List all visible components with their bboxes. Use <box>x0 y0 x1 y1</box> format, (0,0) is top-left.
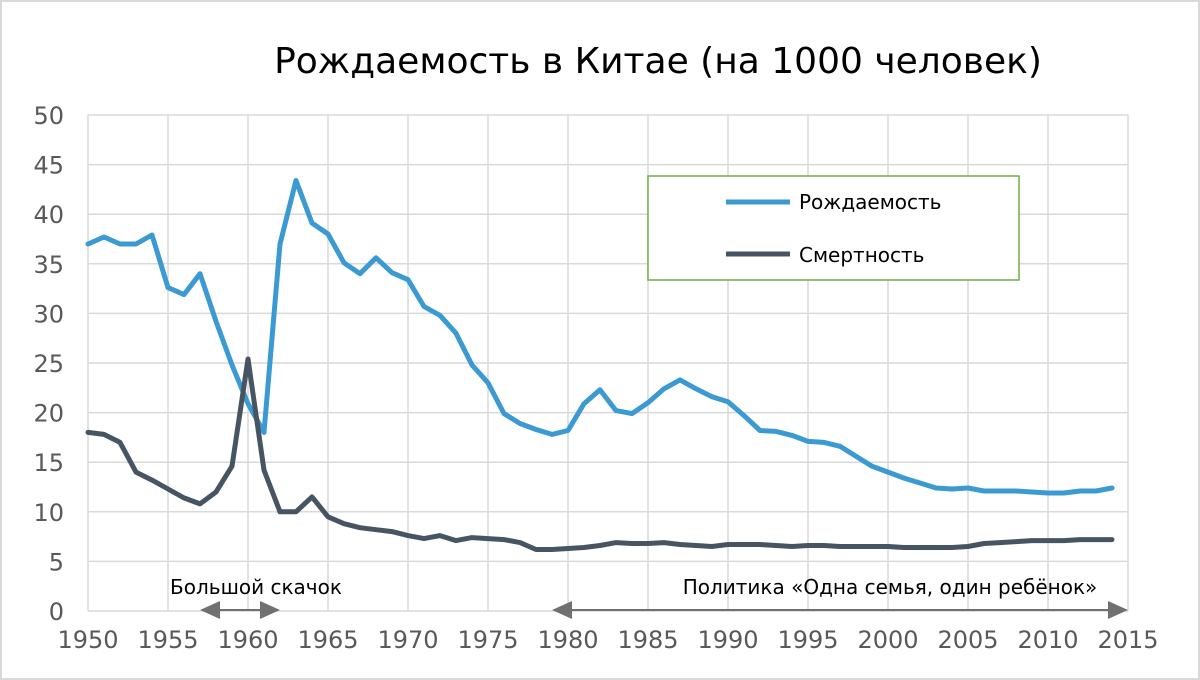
x-tick-label: 1965 <box>297 626 358 654</box>
y-tick-label: 0 <box>49 598 64 626</box>
x-tick-label: 1990 <box>697 626 758 654</box>
x-tick-label: 1980 <box>537 626 598 654</box>
series-layer <box>85 178 1115 552</box>
legend-label-birth: Рождаемость <box>799 190 941 214</box>
y-tick-label: 25 <box>33 350 64 378</box>
y-tick-label: 45 <box>33 152 64 180</box>
x-tick-label: 1950 <box>57 626 118 654</box>
chart-title: Рождаемость в Китае (на 1000 человек) <box>274 41 1042 82</box>
annotation-one-child-arrow-head-right <box>1108 601 1128 619</box>
x-tick-label: 1975 <box>457 626 518 654</box>
x-tick-label: 1970 <box>377 626 438 654</box>
x-tick-label: 1995 <box>777 626 838 654</box>
x-tick-label: 1955 <box>137 626 198 654</box>
y-tick-label: 35 <box>33 251 64 279</box>
x-tick-label: 2010 <box>1017 626 1078 654</box>
legend: Рождаемость Смертность <box>647 175 1020 281</box>
series-line-death-rate <box>85 356 1115 552</box>
y-tick-label: 5 <box>49 548 64 576</box>
annotation-one-child-label: Политика «Одна семья, один ребёнок» <box>683 575 1098 599</box>
y-tick-label: 10 <box>33 499 64 527</box>
annotations: Большой скачок Политика «Одна семья, оди… <box>170 575 1128 619</box>
y-tick-label: 20 <box>33 400 64 428</box>
y-tick-label: 30 <box>33 300 64 328</box>
annotation-great-leap-arrow-head-right <box>260 601 280 619</box>
axis-labels: 0 5 10 15 20 25 30 35 40 45 50 1950 1955 1960 1965 1970… <box>33 102 1158 654</box>
annotation-great-leap-label: Большой скачок <box>170 575 342 599</box>
y-tick-label: 40 <box>33 201 64 229</box>
x-tick-label: 2015 <box>1097 626 1158 654</box>
x-tick-label: 2000 <box>857 626 918 654</box>
annotation-one-child-arrow-head-left <box>552 601 572 619</box>
x-tick-label: 2005 <box>937 626 998 654</box>
y-tick-label: 50 <box>33 102 64 130</box>
x-tick-label: 1960 <box>217 626 278 654</box>
legend-box <box>647 175 1020 281</box>
annotation-great-leap-arrow-head-left <box>200 601 220 619</box>
x-tick-label: 1985 <box>617 626 678 654</box>
legend-label-death: Смертность <box>799 243 924 267</box>
y-tick-label: 15 <box>33 449 64 477</box>
